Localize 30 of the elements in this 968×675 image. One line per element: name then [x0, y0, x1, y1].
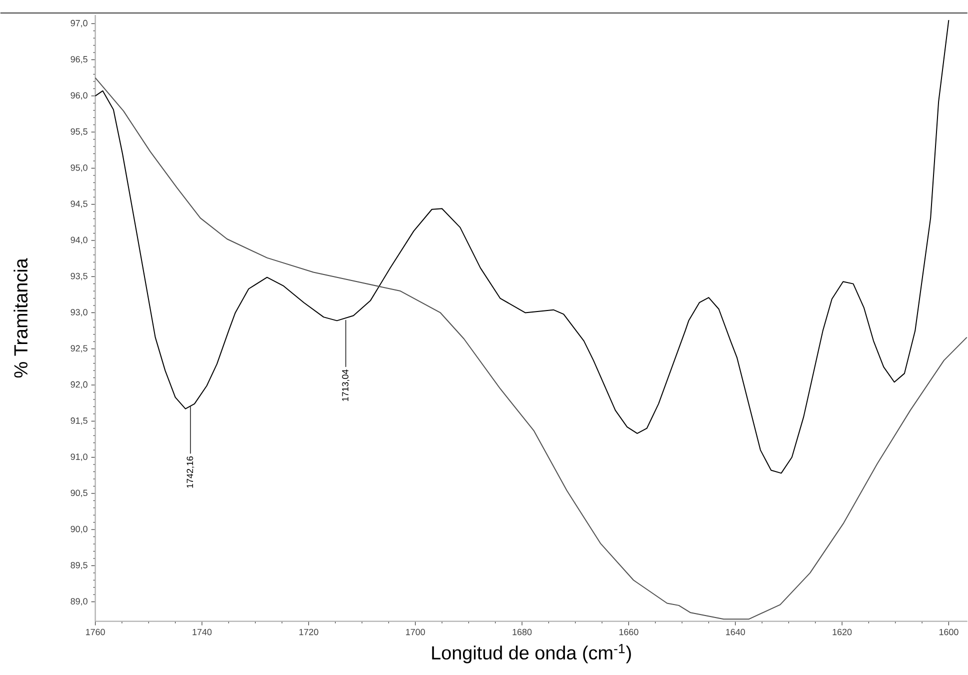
y-tick-label: 92,5 — [70, 345, 88, 352]
x-tick-label: 1600 — [939, 628, 958, 636]
y-tick-label: 90,5 — [70, 490, 88, 497]
y-tick-label: 90,0 — [70, 526, 88, 534]
y-tick-label: 96,5 — [70, 56, 88, 64]
y-tick-label: 91,0 — [70, 453, 88, 461]
x-tick-label: 1720 — [299, 628, 318, 636]
y-tick-label: 93,0 — [70, 308, 88, 316]
x-tick-label: 1740 — [192, 628, 212, 636]
x-tick-label: 1680 — [512, 628, 532, 636]
y-tick-label: 89,5 — [70, 562, 88, 570]
y-tick-label: 91,5 — [70, 417, 88, 425]
x-tick-label: 1640 — [726, 628, 745, 636]
y-tick-label: 92,0 — [70, 381, 88, 389]
y-tick-label: 97,0 — [70, 20, 88, 28]
annotation: 1713,04 — [342, 369, 350, 401]
y-tick-label: 95,5 — [70, 128, 88, 136]
y-tick-label: 95,0 — [70, 164, 88, 172]
x-axis-title: Longitud de onda (cm$^{-1}$) — [432, 644, 631, 664]
x-tick-label: 1620 — [832, 628, 852, 636]
y-tick-label: 93,5 — [70, 272, 88, 280]
y-axis-title: % Tramitancia — [14, 258, 28, 378]
y-tick-label: 89,0 — [70, 598, 88, 606]
y-tick-label: 96,0 — [70, 92, 88, 100]
annotation: 1742,16 — [186, 456, 194, 488]
y-tick-label: 94,5 — [70, 200, 88, 208]
x-tick-label: 1660 — [619, 628, 638, 636]
x-tick-label: 1760 — [86, 628, 105, 636]
y-tick-label: 94,0 — [70, 236, 88, 244]
x-tick-label: 1700 — [406, 628, 425, 636]
